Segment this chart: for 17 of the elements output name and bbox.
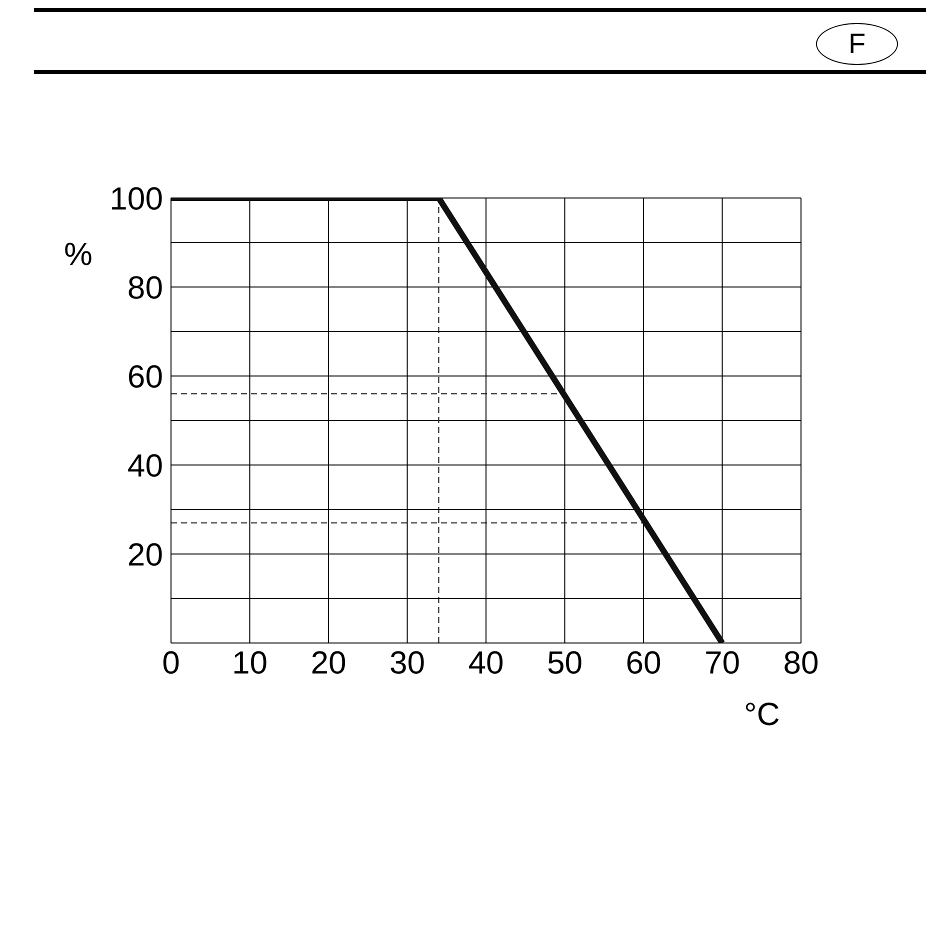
x-tick-label: 10 — [232, 644, 268, 681]
y-tick-label: 20 — [127, 536, 163, 572]
y-tick-label: 40 — [127, 447, 163, 484]
x-tick-label: 20 — [310, 644, 346, 681]
x-axis-title: °C — [744, 696, 780, 733]
x-tick-label: 50 — [546, 644, 583, 681]
x-tick-label: 40 — [468, 644, 504, 681]
x-tick-label: 60 — [626, 644, 662, 681]
y-tick-label: 60 — [127, 358, 163, 394]
x-tick-label: 0 — [162, 644, 180, 681]
x-tick-label: 80 — [783, 644, 819, 681]
text: F — [848, 28, 866, 60]
x-tick-label: 70 — [704, 644, 740, 681]
y-axis-title: % — [64, 236, 92, 273]
y-tick-label: 80 — [127, 269, 163, 306]
y-tick-label: 100 — [110, 180, 163, 216]
x-tick-label: 30 — [389, 644, 426, 681]
